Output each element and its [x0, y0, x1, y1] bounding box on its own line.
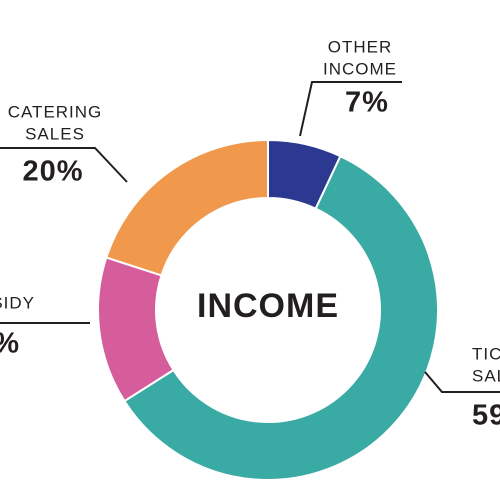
- slice-label: SUBSIDY: [0, 293, 35, 312]
- donut-segment: [123, 154, 439, 481]
- value-label: 7%: [345, 87, 389, 119]
- slice-label: TICKET: [472, 344, 500, 363]
- slice-label: SALES: [25, 124, 85, 143]
- value-label: 59%: [472, 400, 500, 432]
- value-label: 20%: [22, 156, 83, 188]
- slice-label: INCOME: [323, 59, 397, 78]
- donut-segment: [105, 138, 269, 277]
- center-label: INCOME: [197, 287, 339, 325]
- leader-line: [424, 371, 500, 393]
- slice-label: OTHER: [328, 37, 393, 56]
- slice-label: CATERING: [8, 102, 103, 121]
- leader-line: [0, 147, 128, 183]
- slice-label: SALES: [472, 366, 500, 385]
- leader-line: [299, 81, 402, 137]
- value-label: 14%: [0, 328, 20, 360]
